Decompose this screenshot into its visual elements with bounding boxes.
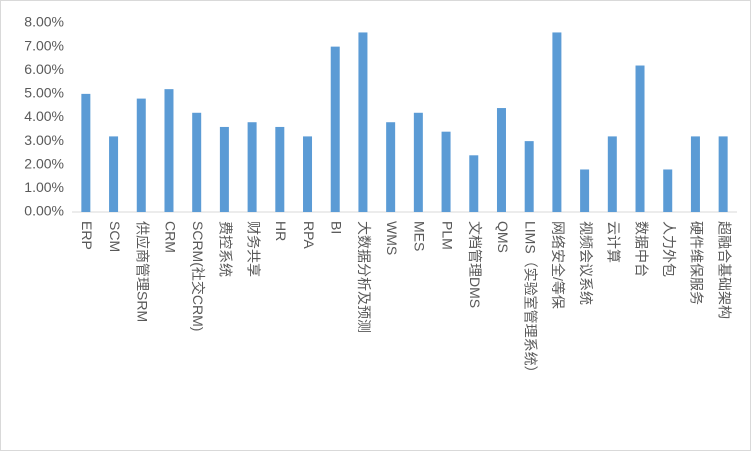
x-tick-label: 视频会议系统 (578, 221, 594, 305)
bar (718, 136, 728, 212)
bar (219, 126, 229, 212)
x-tick-label: LIMS（实验室管理系统） (522, 221, 538, 380)
x-tick-label: 云计算 (606, 221, 622, 263)
y-tick-label: 1.00% (24, 179, 64, 195)
y-tick-label: 0.00% (24, 203, 64, 219)
x-tick-label: 大数据分析及预测 (356, 221, 372, 333)
x-tick-label: PLM (439, 221, 455, 250)
bar (136, 98, 146, 212)
x-tick-label: CRM (162, 221, 178, 253)
bar (552, 32, 562, 213)
x-tick-label: HR (273, 221, 289, 241)
x-tick-label: BI (329, 221, 345, 234)
y-tick-label: 6.00% (24, 61, 64, 77)
y-tick-label: 2.00% (24, 155, 64, 171)
x-tick-label: 费控系统 (218, 221, 234, 277)
x-tick-label: 超融合基础架构 (716, 221, 732, 319)
x-tick-label: 财务共享 (245, 221, 261, 277)
y-tick-label: 3.00% (24, 132, 64, 148)
x-tick-label: RPA (301, 221, 317, 249)
bar (386, 122, 396, 212)
x-tick-label: 硬件维保服务 (689, 221, 705, 305)
bar (524, 141, 534, 212)
x-tick-label: 网络安全/等保 (550, 221, 566, 309)
bar (247, 122, 257, 212)
x-tick-label: MES (412, 221, 428, 251)
bar (607, 136, 617, 212)
bar (358, 32, 368, 213)
x-tick-label: 人力外包 (661, 221, 677, 277)
bar (496, 108, 506, 212)
y-tick-label: 5.00% (24, 85, 64, 101)
bar (303, 136, 313, 212)
x-tick-label: ERP (79, 221, 95, 250)
bar (580, 169, 590, 212)
bar (192, 112, 202, 212)
bar (441, 131, 451, 212)
x-tick-label: WMS (384, 221, 400, 255)
y-tick-label: 8.00% (24, 14, 64, 30)
x-tick-label: SCM (107, 221, 123, 252)
x-tick-label: QMS (495, 221, 511, 253)
bar (330, 46, 340, 212)
x-tick-label: 文档管理DMS (467, 221, 483, 308)
bar (690, 136, 700, 212)
bar (469, 155, 479, 212)
bar (81, 93, 91, 212)
y-tick-label: 7.00% (24, 37, 64, 53)
bar (663, 169, 673, 212)
bar (109, 136, 119, 212)
bar (164, 89, 174, 212)
x-tick-label: SCRM(社交CRM) (190, 221, 206, 331)
x-tick-label: 供应商管理SRM (135, 221, 151, 322)
bar (275, 126, 285, 212)
bar (413, 112, 423, 212)
bar (635, 65, 645, 213)
y-tick-label: 4.00% (24, 108, 64, 124)
x-tick-label: 数据中台 (633, 221, 649, 277)
